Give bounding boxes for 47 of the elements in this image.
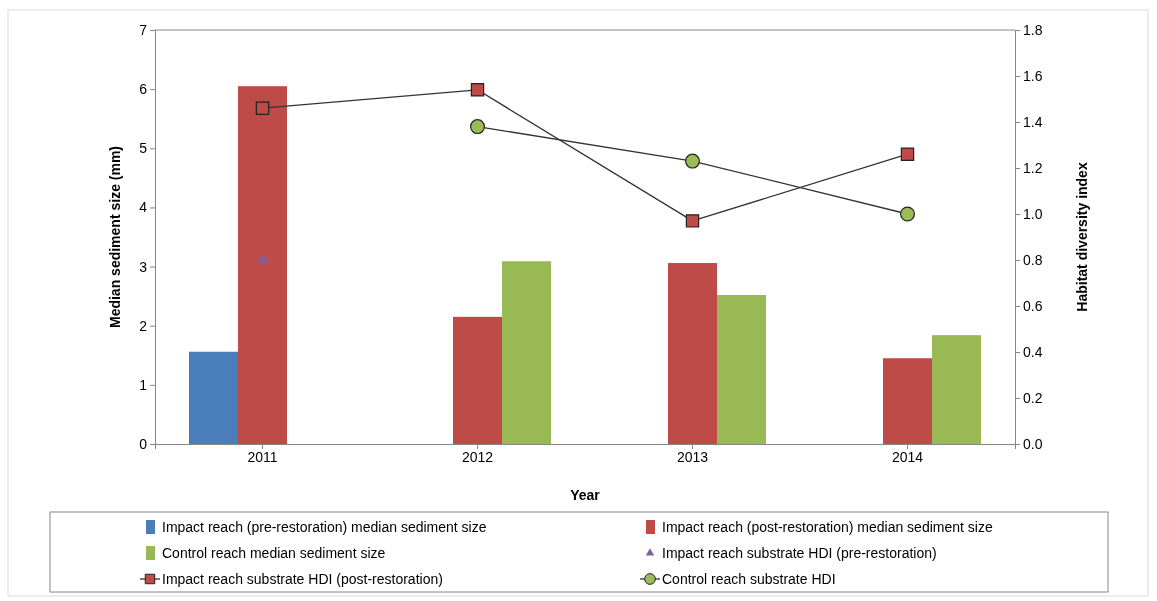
y2-tick-label: 0.0 [1023,435,1043,452]
bar [932,335,981,444]
point [900,147,915,161]
y-tick-label: 5 [139,140,148,157]
bar [502,261,551,444]
point [257,253,268,264]
point [685,214,700,228]
bar [717,294,766,444]
y-tick-label: 2 [139,317,148,334]
point [255,101,270,115]
y-tick-label: 4 [139,199,148,216]
legend-label: Impact reach substrate HDI (pre-restoration) [662,545,937,561]
bar [189,351,238,444]
x-tick-label: 2014 [891,448,924,465]
point [899,206,916,222]
bar [668,263,717,444]
bar [453,316,502,444]
legend-label: Control reach median sediment size [162,545,386,561]
y-tick-label: 7 [139,21,148,38]
legend-label: Impact reach substrate HDI (post-restoration) [162,571,443,587]
point [469,119,486,135]
x-axis-title: Year [570,487,601,503]
point [470,83,485,97]
y-tick-label: 0 [139,435,148,452]
y2-tick-label: 1.6 [1023,67,1043,84]
y2-tick-label: 1.4 [1023,113,1043,130]
x-tick-label: 2013 [676,448,709,465]
y2-tick-label: 1.2 [1023,159,1043,176]
y-tick-label: 6 [139,81,148,98]
y2-tick-label: 1.0 [1023,205,1043,222]
y2-tick-label: 0.8 [1023,251,1043,268]
y-tick-label: 3 [139,258,148,275]
y2-tick-label: 0.4 [1023,343,1043,360]
y2-tick-label: 0.6 [1023,297,1043,314]
y2-tick-label: 0.2 [1023,389,1043,406]
y2-axis-title: Habitat diversity index [1074,162,1090,312]
legend-label: Control reach substrate HDI [662,571,836,587]
bar [883,358,932,444]
point [684,153,701,169]
legend-label: Impact reach (post-restoration) median sediment size [662,519,993,535]
x-tick-label: 2011 [247,448,278,465]
bar [238,86,287,444]
legend-label: Impact reach (pre-restoration) median sediment size [162,519,487,535]
y-axis-title: Median sediment size (mm) [107,145,123,329]
y2-tick-label: 1.8 [1023,21,1043,38]
x-tick-label: 2012 [461,448,494,465]
y-tick-label: 1 [139,376,148,393]
